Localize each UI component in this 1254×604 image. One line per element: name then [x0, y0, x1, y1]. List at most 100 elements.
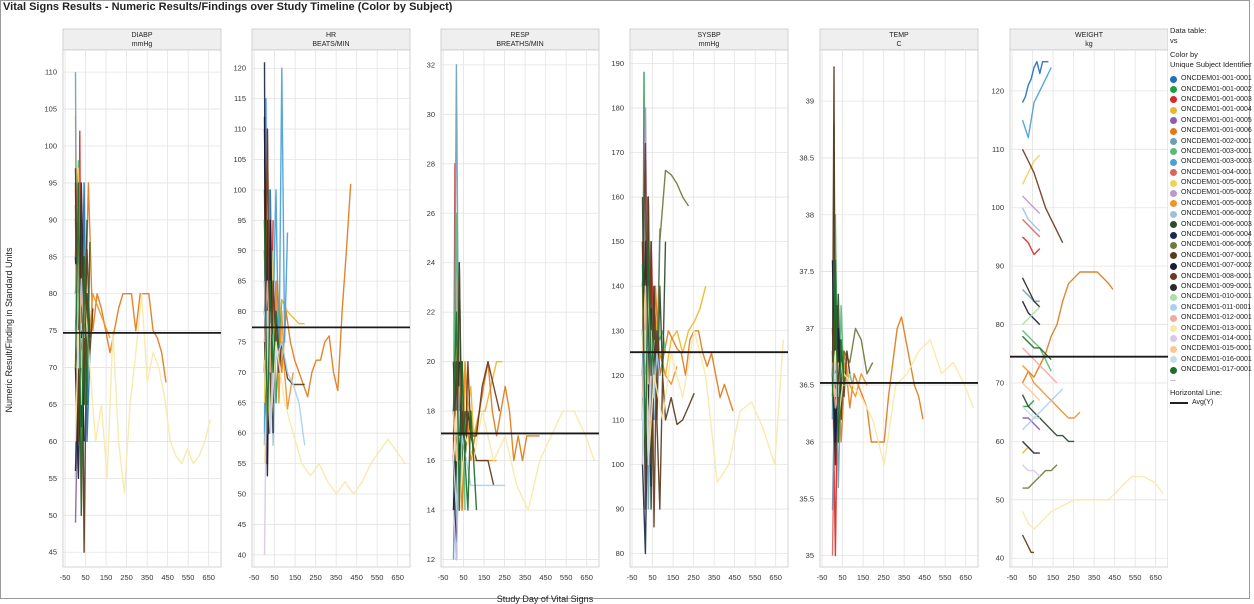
x-tick-label: 50 [459, 573, 467, 582]
series-line [831, 339, 974, 466]
legend-item-label: ONCDEM01-006-0005 [1181, 241, 1252, 249]
y-tick-label: 100 [233, 185, 246, 194]
y-tick-label: 39 [806, 97, 814, 106]
series-line [1022, 464, 1041, 477]
panel-test-name: DIABP [131, 32, 152, 39]
legend-color-dot [1170, 221, 1177, 229]
series-line [1022, 405, 1040, 419]
legend-item[interactable]: ONCDEM01-010-0001 [1170, 292, 1254, 302]
legend-item[interactable]: ONCDEM01-012-0001 [1170, 313, 1254, 323]
legend-color-dot [1170, 345, 1177, 353]
legend-color-dot [1170, 138, 1177, 146]
panel-test-name: HR [326, 32, 336, 39]
legend-color-dot [1170, 200, 1177, 208]
legend-color-by-label: Color by [1170, 50, 1198, 59]
x-tick-label: 350 [1088, 573, 1101, 582]
y-tick-label: 12 [427, 555, 435, 564]
legend-item[interactable]: ONCDEM01-011-0001 [1170, 303, 1254, 313]
y-tick-label: 120 [991, 86, 1004, 95]
y-tick-label: 45 [49, 548, 57, 557]
legend-item-label: ONCDEM01-007-0001 [1181, 251, 1252, 259]
series-line [1021, 271, 1114, 384]
y-tick-label: 80 [996, 320, 1004, 329]
legend-item[interactable]: ONCDEM01-004-0001 [1170, 168, 1254, 178]
series-line [1022, 306, 1041, 326]
legend-item[interactable]: ONCDEM01-006-0004 [1170, 230, 1254, 240]
y-tick-label: 16 [427, 456, 435, 465]
y-tick-label: 105 [233, 155, 246, 164]
legend-item-label: ONCDEM01-001-0001 [1181, 75, 1252, 83]
y-tick-label: 160 [611, 193, 624, 202]
legend-item[interactable]: ONCDEM01-005-0003 [1170, 199, 1254, 209]
x-tick-label: -50 [627, 573, 638, 582]
x-tick-label: 50 [270, 573, 278, 582]
legend-item[interactable]: ONCDEM01-008-0001 [1170, 271, 1254, 281]
y-tick-label: 35 [806, 551, 814, 560]
x-tick-label: 50 [1028, 573, 1036, 582]
y-tick-label: 60 [996, 437, 1004, 446]
series-line [452, 410, 595, 511]
x-tick-label: 650 [959, 573, 972, 582]
legend-item[interactable]: ONCDEM01-007-0002 [1170, 261, 1254, 271]
y-tick-label: 70 [49, 363, 57, 372]
x-tick-label: 50 [838, 573, 846, 582]
legend-item[interactable]: ONCDEM01-003-0003 [1170, 157, 1254, 167]
avg-line-swatch [1170, 402, 1188, 405]
y-tick-label: 30 [427, 110, 435, 119]
y-tick-label: 120 [611, 371, 624, 380]
legend-hline-label: Horizontal Line: [1170, 388, 1223, 398]
x-axis-label: Study Day of Vital Signs [496, 594, 594, 604]
series-line [1021, 475, 1164, 530]
legend-item[interactable]: ONCDEM01-005-0001 [1170, 178, 1254, 188]
x-tick-label: 350 [141, 573, 154, 582]
y-tick-label: 37 [806, 324, 814, 333]
y-tick-label: 85 [49, 252, 57, 261]
legend-item[interactable]: ONCDEM01-006-0002 [1170, 209, 1254, 219]
legend-item[interactable]: ONCDEM01-007-0001 [1170, 251, 1254, 261]
legend-item[interactable]: ONCDEM01-006-0003 [1170, 219, 1254, 229]
y-tick-label: 120 [233, 64, 246, 73]
legend-item-label: ONCDEM01-009-0001 [1181, 283, 1252, 290]
x-tick-label: 150 [857, 573, 870, 582]
series-line [1022, 218, 1041, 238]
legend-item[interactable]: ONCDEM01-009-0001 [1170, 282, 1254, 292]
series-line [263, 341, 406, 495]
legend-item[interactable]: ONCDEM01-015-0001 [1170, 344, 1254, 354]
y-tick-label: 65 [49, 400, 57, 409]
legend-item[interactable]: ONCDEM01-001-0004 [1170, 105, 1254, 115]
legend-item[interactable]: ONCDEM01-002-0001 [1170, 136, 1254, 146]
y-tick-label: 14 [427, 506, 435, 515]
legend-more: ... [1170, 376, 1176, 384]
panel-unit: BREATHS/MIN [496, 41, 543, 48]
legend-item[interactable]: ONCDEM01-006-0005 [1170, 240, 1254, 250]
legend-item-label: ONCDEM01-016-0001 [1181, 355, 1252, 363]
y-tick-label: 18 [427, 407, 435, 416]
x-tick-label: -50 [60, 573, 71, 582]
series-line [831, 259, 845, 443]
y-tick-label: 90 [616, 505, 624, 514]
y-tick-label: 50 [49, 511, 57, 520]
x-tick-label: 550 [1129, 573, 1142, 582]
legend-item[interactable]: ONCDEM01-001-0003 [1170, 95, 1254, 105]
legend-item[interactable]: ONCDEM01-005-0002 [1170, 188, 1254, 198]
y-tick-label: 140 [611, 282, 624, 291]
legend-item[interactable]: ONCDEM01-017-0001 [1170, 365, 1254, 375]
legend-color-dot [1170, 314, 1177, 322]
legend-item[interactable]: ONCDEM01-001-0001 [1170, 74, 1254, 84]
legend-item[interactable]: ONCDEM01-014-0001 [1170, 334, 1254, 344]
legend-item-label: ONCDEM01-015-0001 [1181, 345, 1252, 353]
x-tick-label: 250 [120, 573, 133, 582]
legend-item[interactable]: ONCDEM01-001-0006 [1170, 126, 1254, 136]
legend-color-dot [1170, 273, 1177, 281]
legend-item[interactable]: ONCDEM01-001-0005 [1170, 116, 1254, 126]
y-tick-label: 60 [238, 429, 246, 438]
legend-item[interactable]: ONCDEM01-013-0001 [1170, 323, 1254, 333]
legend-item[interactable]: ONCDEM01-003-0001 [1170, 147, 1254, 157]
y-tick-label: 100 [991, 203, 1004, 212]
y-tick-label: 70 [996, 378, 1004, 387]
legend-item[interactable]: ONCDEM01-016-0001 [1170, 355, 1254, 365]
panel-sysbp: SYSBP mmHg -50 50 150 250 350 450 550 650 80 90 100 1… [611, 28, 789, 582]
y-tick-label: 70 [238, 368, 246, 377]
y-tick-label: 75 [49, 326, 57, 335]
legend-item[interactable]: ONCDEM01-001-0002 [1170, 84, 1254, 94]
